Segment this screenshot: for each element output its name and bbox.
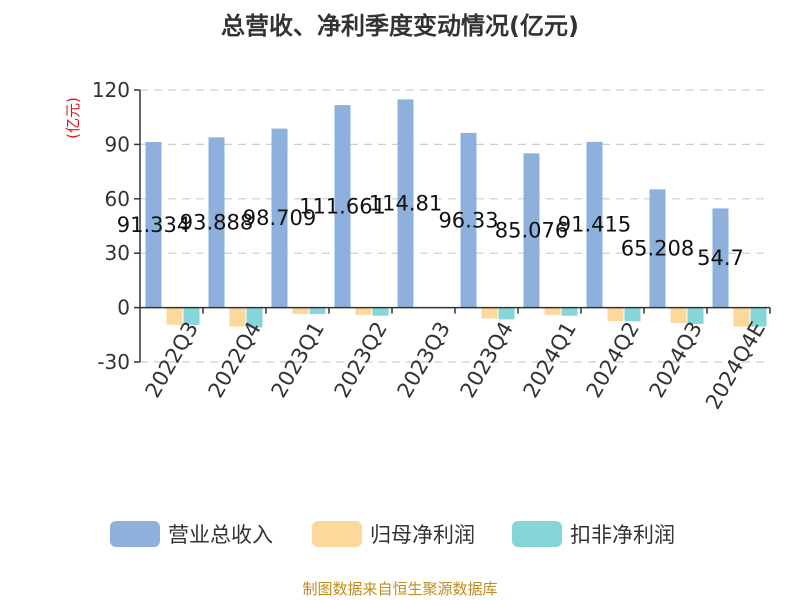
bar-series-2 — [624, 307, 641, 322]
x-tick-label: 2023Q2 — [330, 318, 392, 402]
bar-series-2 — [687, 307, 704, 324]
y-tick-label: -30 — [97, 350, 130, 374]
legend-swatch — [312, 521, 362, 547]
legend-label: 营业总收入 — [168, 523, 273, 547]
bar-series-0 — [523, 153, 540, 308]
x-tick-label: 2023Q1 — [267, 318, 329, 402]
data-label: 91.334 — [117, 213, 190, 237]
bar-series-2 — [561, 307, 578, 316]
bar-series-0 — [271, 128, 288, 308]
data-label: 65.208 — [621, 236, 694, 260]
bar-series-0 — [145, 141, 162, 308]
data-label: 98.709 — [243, 206, 316, 230]
y-tick-label: 0 — [117, 296, 130, 320]
bar-series-0 — [397, 99, 414, 308]
x-tick-label: 2024Q2 — [582, 318, 644, 402]
bar-series-1 — [607, 307, 624, 322]
data-label: 96.33 — [438, 208, 498, 232]
x-tick-label: 2022Q4 — [204, 318, 266, 402]
bar-series-2 — [498, 307, 515, 320]
x-tick-label: 2024Q3 — [645, 318, 707, 402]
legend-label: 扣非净利润 — [570, 523, 675, 547]
data-label: 54.7 — [697, 246, 744, 270]
y-tick-label: 60 — [105, 187, 130, 211]
bar-series-0 — [334, 105, 351, 308]
bars — [145, 99, 767, 328]
x-tick-label: 2023Q4 — [456, 318, 518, 402]
bar-series-2 — [183, 307, 200, 325]
bar-series-0 — [586, 141, 603, 308]
legend: 营业总收入 归母净利润 扣非净利润 — [110, 521, 675, 547]
bar-series-0 — [208, 137, 225, 308]
y-tick-label: 120 — [92, 78, 130, 102]
bar-series-0 — [649, 189, 666, 308]
legend-label: 归母净利润 — [370, 523, 475, 547]
bar-series-0 — [460, 132, 477, 308]
data-label: 111.661 — [299, 194, 386, 218]
x-tick-label: 2024Q1 — [519, 318, 581, 402]
bar-series-1 — [229, 307, 246, 327]
legend-swatch — [110, 521, 160, 547]
bar-series-2 — [372, 307, 389, 316]
bar-series-0 — [712, 208, 729, 308]
chart-title: 总营收、净利季度变动情况(亿元) — [221, 12, 579, 40]
y-tick-label: 30 — [105, 241, 130, 265]
bar-series-2 — [750, 307, 767, 327]
x-tick-label: 2023Q3 — [393, 318, 455, 402]
data-labels: 91.33493.88898.709111.661114.8196.3385.0… — [117, 192, 744, 270]
source-note: 制图数据来自恒生聚源数据库 — [302, 580, 497, 598]
bar-series-1 — [166, 307, 183, 325]
y-tick-label: 90 — [105, 132, 130, 156]
x-tick-label: 2022Q3 — [141, 318, 203, 402]
bar-series-1 — [733, 307, 750, 327]
legend-swatch — [512, 521, 562, 547]
x-tick-label: 2024Q4E — [701, 318, 770, 414]
bar-series-2 — [246, 307, 263, 328]
bar-series-1 — [670, 307, 687, 324]
data-label: 114.81 — [369, 192, 442, 216]
bar-series-1 — [544, 307, 561, 315]
bar-series-1 — [481, 307, 498, 319]
bar-series-1 — [355, 307, 372, 315]
y-axis-label: (亿元) — [64, 97, 82, 139]
bar-series-2 — [309, 307, 326, 314]
data-label: 93.888 — [180, 210, 253, 234]
bar-series-1 — [292, 307, 309, 314]
data-label: 91.415 — [558, 213, 631, 237]
data-label: 85.076 — [495, 218, 568, 242]
